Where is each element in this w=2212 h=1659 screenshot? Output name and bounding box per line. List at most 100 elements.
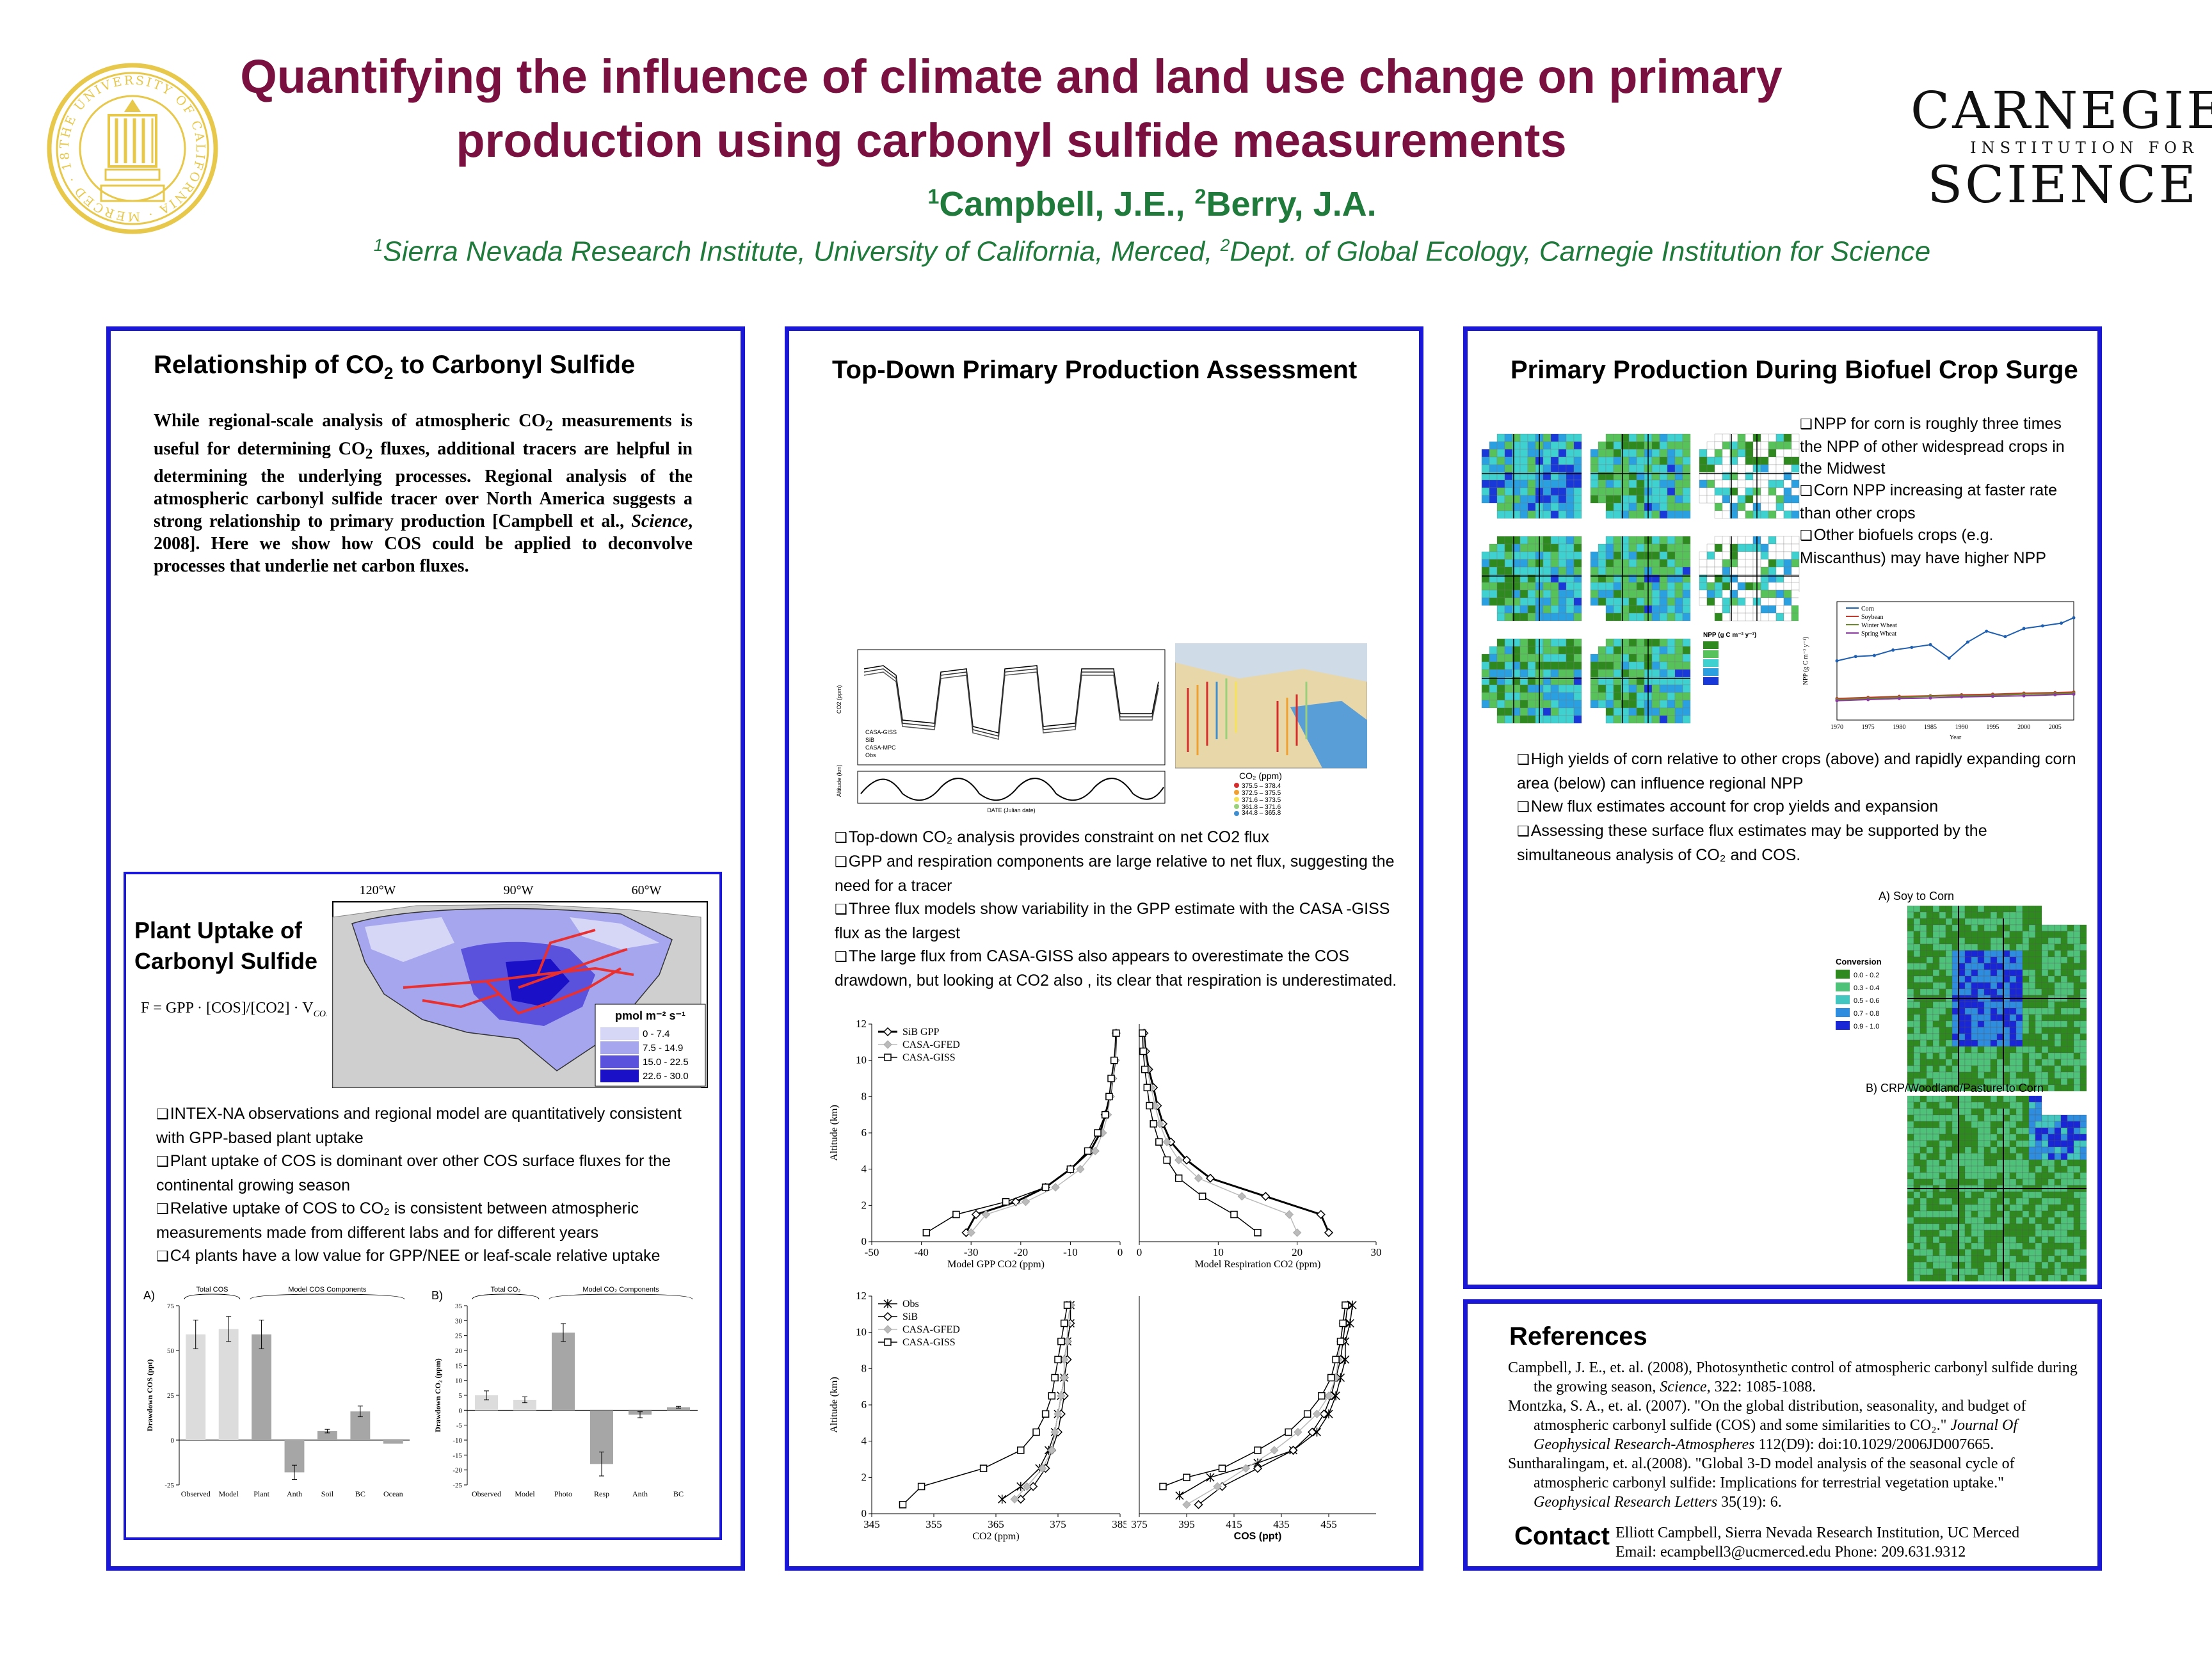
map-cell <box>2080 1255 2087 1263</box>
map-cell <box>2080 1033 2087 1041</box>
map-cell <box>1605 684 1614 693</box>
map-cell <box>2048 1020 2055 1028</box>
map-cell <box>1667 692 1676 701</box>
legend-swatch <box>600 1070 639 1082</box>
map-cell <box>1984 1268 1991 1276</box>
map-cell <box>1971 1127 1978 1135</box>
map-cell <box>1706 441 1715 450</box>
map-cell <box>1550 433 1559 442</box>
map-cell <box>1913 1204 1921 1212</box>
data-point <box>1051 1183 1060 1192</box>
map-cell <box>2035 1236 2042 1244</box>
x-tick-label: Soil <box>321 1489 334 1498</box>
map-cell <box>1550 582 1559 591</box>
map-cell <box>1977 1230 1985 1237</box>
map-cell <box>1791 551 1800 560</box>
map-cell <box>1919 963 1927 970</box>
map-cell <box>2035 963 2042 970</box>
map-cell <box>1952 918 1959 926</box>
map-cell <box>1945 1262 1953 1269</box>
map-cell <box>2041 1127 2049 1135</box>
map-cell <box>1651 684 1660 693</box>
map-cell <box>2003 905 2010 913</box>
map-cell <box>1977 1001 1985 1009</box>
map-cell <box>1613 502 1622 511</box>
legend-label: 0.3 - 0.4 <box>1854 984 1879 992</box>
data-point <box>1112 1029 1120 1037</box>
map-cell <box>1527 669 1536 678</box>
map-cell <box>1489 543 1498 552</box>
map-cell <box>1605 502 1614 511</box>
map-cell <box>1913 1065 1921 1073</box>
map-cell <box>1573 646 1582 655</box>
map-cell <box>1636 456 1645 465</box>
map-cell <box>1996 1046 2004 1054</box>
map-cell <box>1971 1027 1978 1034</box>
map-cell <box>2048 1274 2055 1282</box>
map-cell <box>2035 1039 2042 1047</box>
map-cell <box>1971 1255 1978 1263</box>
map-cell <box>1945 1172 1953 1180</box>
map-cell <box>2080 1268 2087 1276</box>
map-cell <box>1706 495 1715 504</box>
map-cell <box>2016 1249 2023 1256</box>
map-cell <box>1543 613 1551 621</box>
bullet-item: High yields of corn relative to other cr… <box>1517 748 2080 795</box>
map-cell <box>1964 1217 1972 1224</box>
map-cell <box>1971 1001 1978 1009</box>
map-cell <box>1605 638 1614 647</box>
map-cell <box>2009 1242 2017 1250</box>
map-cell <box>1783 597 1792 606</box>
map-cell <box>2009 969 2017 977</box>
map-cell <box>1990 1127 1998 1135</box>
map-cell <box>1613 589 1622 598</box>
map-cell <box>2041 1204 2049 1212</box>
map-cell <box>1984 1027 1991 1034</box>
map-cell <box>1977 911 1985 919</box>
map-cell <box>2035 1095 2042 1103</box>
plant-uptake-subpanel <box>124 872 722 1540</box>
data-point <box>1011 1197 1021 1206</box>
ts-ylabel: CO2 (ppm) <box>836 685 842 714</box>
map-cell <box>1907 931 1914 938</box>
map-cell <box>1932 1095 1940 1103</box>
map-cell <box>2067 1172 2074 1180</box>
map-cell <box>1996 950 2004 958</box>
map-cell <box>1945 943 1953 951</box>
map-cell <box>2080 1134 2087 1141</box>
map-cell <box>2048 1140 2055 1148</box>
map-cell <box>1945 1071 1953 1079</box>
map-cell <box>1907 1223 1914 1231</box>
map-cell <box>1605 669 1614 678</box>
map-cell <box>1945 1114 1953 1122</box>
map-cell <box>2016 1140 2023 1148</box>
map-cell <box>1958 1178 1966 1186</box>
map-cell <box>2022 1140 2030 1148</box>
map-cell <box>1628 605 1637 614</box>
map-cell <box>1543 495 1551 504</box>
legend-dot <box>1234 811 1239 816</box>
map-cell <box>2060 1217 2068 1224</box>
map-cell <box>1907 1052 1914 1060</box>
map-cell <box>1907 1033 1914 1041</box>
map-cell <box>1990 1210 1998 1218</box>
map-cell <box>2067 1114 2074 1122</box>
data-point <box>1928 696 1932 700</box>
map-cell <box>2035 937 2042 945</box>
map-cell <box>2028 1172 2036 1180</box>
map-cell <box>1527 684 1536 693</box>
data-point <box>1991 694 1994 698</box>
map-cell <box>1939 1014 1946 1022</box>
map-cell <box>2054 988 2062 996</box>
map-cell <box>1907 1027 1914 1034</box>
map-cell <box>1504 551 1513 560</box>
map-cell <box>2073 1242 2081 1250</box>
map-cell <box>1964 988 1972 996</box>
map-cell <box>1958 1014 1966 1022</box>
map-cell <box>1913 975 1921 983</box>
legend-label: 0 - 7.4 <box>643 1029 670 1039</box>
map-cell <box>1939 1059 1946 1066</box>
map-cell <box>1932 956 1940 964</box>
map-cell <box>2067 1262 2074 1269</box>
map-cell <box>1945 969 1953 977</box>
